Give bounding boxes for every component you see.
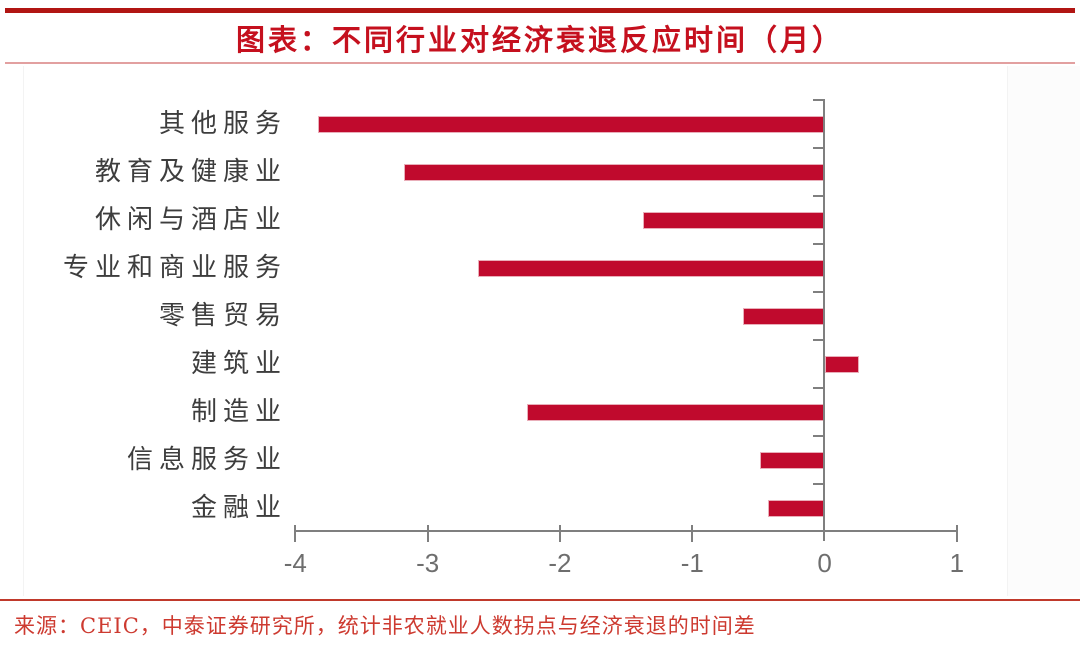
category-label: 金融业 xyxy=(190,493,287,523)
x-axis-line xyxy=(294,530,958,532)
bar xyxy=(526,403,825,421)
x-tick-label: -2 xyxy=(548,548,572,578)
bar xyxy=(759,451,825,469)
x-tick-label: 1 xyxy=(949,548,965,578)
y-tick xyxy=(812,243,824,245)
page-title: 图表：不同行业对经济衰退反应时间（月） xyxy=(235,23,844,57)
x-tick-label: -3 xyxy=(416,548,440,578)
category-label: 教育及健康业 xyxy=(94,157,287,187)
x-tick xyxy=(426,525,429,542)
x-tick-label: -4 xyxy=(283,548,307,578)
y-axis-line xyxy=(823,99,825,541)
category-label: 其他服务 xyxy=(158,109,287,139)
x-tick-label: 0 xyxy=(817,548,832,578)
bar xyxy=(643,211,825,229)
bar xyxy=(477,259,825,277)
y-tick xyxy=(812,195,824,197)
category-label: 建筑业 xyxy=(190,349,287,379)
top-rule xyxy=(5,8,1075,13)
panel-right-stripe xyxy=(1007,66,1080,596)
y-tick xyxy=(812,99,824,101)
y-tick xyxy=(812,387,824,389)
category-label: 专业和商业服务 xyxy=(62,253,287,283)
y-tick xyxy=(812,435,824,437)
category-label: 信息服务业 xyxy=(126,445,287,475)
bar xyxy=(317,115,825,133)
footer-divider xyxy=(0,599,1080,601)
title-divider xyxy=(5,62,1075,64)
y-tick xyxy=(812,147,824,149)
bar xyxy=(767,499,825,517)
bar xyxy=(824,355,859,373)
x-tick-label: -1 xyxy=(680,548,704,578)
bar xyxy=(403,163,825,181)
category-label: 零售贸易 xyxy=(158,301,287,331)
category-label: 制造业 xyxy=(190,397,287,427)
x-tick xyxy=(955,525,958,542)
y-tick xyxy=(812,339,824,341)
y-tick xyxy=(812,291,824,293)
x-tick xyxy=(294,525,297,542)
chart-panel-border xyxy=(23,66,1008,596)
source-note: 来源：CEIC，中泰证券研究所，统计非农就业人数拐点与经济衰退的时间差 xyxy=(14,614,756,638)
category-label: 休闲与酒店业 xyxy=(94,205,287,235)
bar xyxy=(742,307,825,325)
y-tick xyxy=(812,483,824,485)
x-tick xyxy=(691,525,694,542)
x-tick xyxy=(558,525,561,542)
